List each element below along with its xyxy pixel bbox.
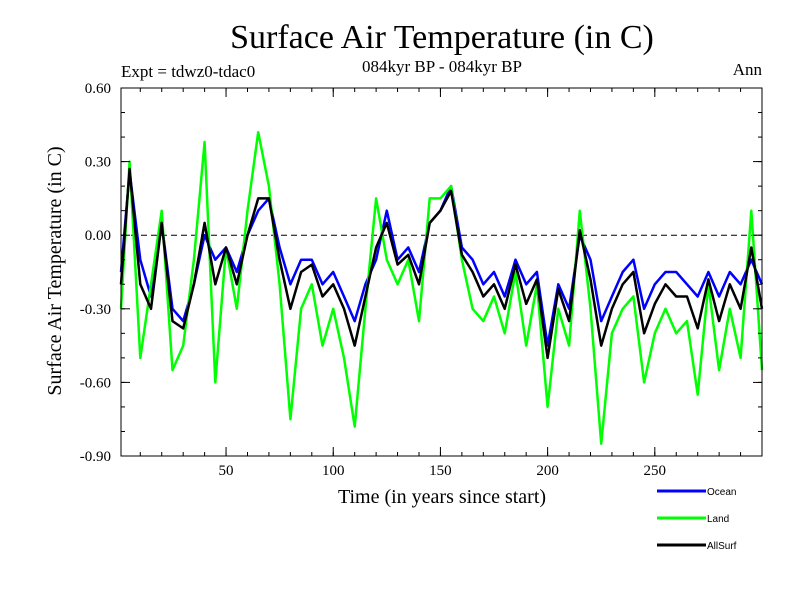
x-tick-label: 250 <box>644 463 667 479</box>
legend-label-ocean: Ocean <box>707 487 736 498</box>
axes-layer: 50 100 150 200 250 -0.90 -0.60 -0.30 0.00 0.30 0.6… <box>80 81 763 479</box>
y-axis-label: Surface Air Temperature (in C) <box>44 146 66 395</box>
y-tick-label: 0.00 <box>85 228 111 244</box>
chart-title: Surface Air Temperature (in C) <box>230 19 654 56</box>
legend-label-allsurf: AllSurf <box>707 541 737 552</box>
legend: Ocean Land AllSurf <box>657 487 737 552</box>
chart-subtitle-center: 084kyr BP - 084kyr BP <box>362 57 522 76</box>
series-line-allsurf <box>119 167 764 360</box>
chart-subtitle-left: Expt = tdwz0-tdac0 <box>121 62 255 81</box>
y-tick-label: -0.90 <box>80 449 111 465</box>
x-tick-label: 150 <box>429 463 452 479</box>
legend-label-land: Land <box>707 514 729 525</box>
plot-frame <box>120 87 763 457</box>
series-layer <box>119 130 764 445</box>
y-tick-label: -0.60 <box>80 375 111 391</box>
chart-subtitle-right: Ann <box>733 60 763 79</box>
y-tick-label: 0.60 <box>85 81 111 97</box>
y-tick-label: 0.30 <box>85 155 111 171</box>
x-tick-label: 200 <box>536 463 559 479</box>
series-line-land <box>119 130 764 445</box>
y-tick-label: -0.30 <box>80 302 111 318</box>
x-axis-label: Time (in years since start) <box>338 486 546 508</box>
x-tick-label: 50 <box>219 463 234 479</box>
x-tick-label: 100 <box>322 463 345 479</box>
